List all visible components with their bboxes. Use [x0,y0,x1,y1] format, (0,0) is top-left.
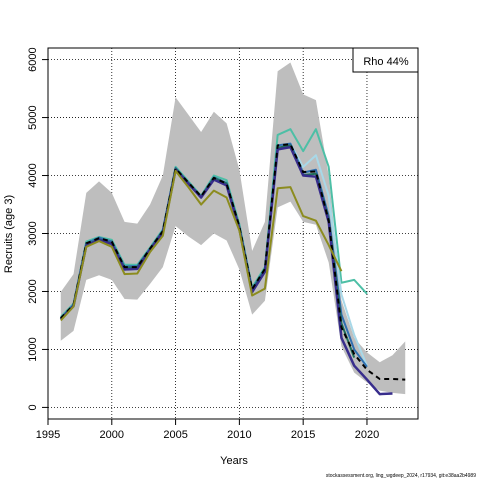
x-tick-label: 2020 [355,429,379,441]
x-tick-label: 2005 [163,429,187,441]
y-tick-label: 6000 [27,47,39,71]
legend: Rho 44% [352,47,419,73]
legend-box [352,47,419,73]
legend-label: Rho 44% [363,56,408,68]
y-tick-layer: 0 1000 2000 3000 4000 5000 6000 [27,47,48,410]
y-tick-label: 4000 [27,163,39,187]
series-line-7 [60,169,343,322]
series-line-6 [60,143,406,381]
series-line-1 [60,128,368,318]
x-axis-title: Years [220,455,248,467]
y-tick-label: 3000 [27,221,39,245]
y-tick-label: 5000 [27,105,39,129]
x-tick-label: 2015 [291,429,315,441]
x-tick-label: 2000 [100,429,124,441]
y-tick-label: 1000 [27,337,39,361]
y-tick-label: 0 [27,404,39,410]
series-line-2 [289,143,368,367]
y-tick-label: 2000 [27,279,39,303]
y-axis-title: Recruits (age 3) [3,195,15,273]
confidence-band [60,62,406,395]
x-tick-label: 2010 [227,429,251,441]
x-tick-layer: 1995 2000 2005 2010 2015 2020 [36,419,379,441]
footnote: stockassessment.org, ling_wgdeep_2024, r… [326,473,476,479]
x-tick-label: 1995 [36,429,60,441]
confidence-band-layer [60,62,406,395]
series-layer [59,128,406,396]
